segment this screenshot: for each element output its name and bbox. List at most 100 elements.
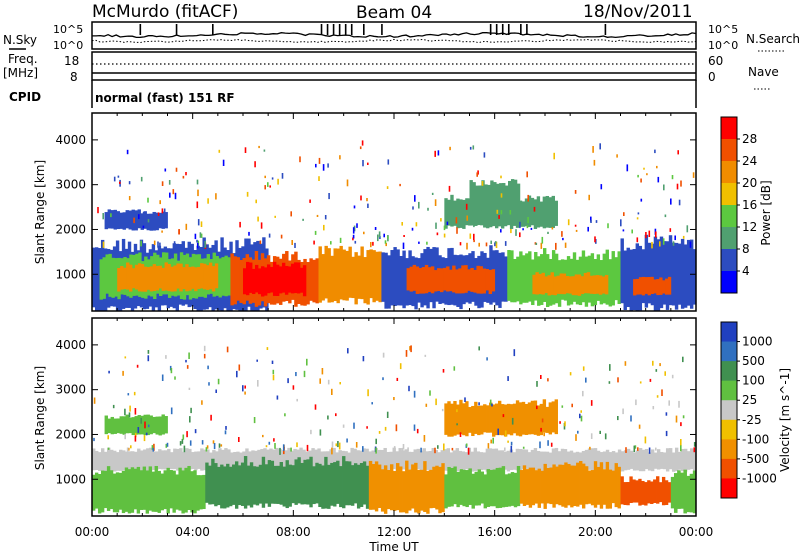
velocity-band-cell-2: [217, 466, 221, 506]
velocity-band-cell-0: [455, 448, 459, 472]
x-tick-label: 16:00: [477, 525, 512, 539]
velocity-bands: [92, 399, 697, 514]
velocity-band-cell-8: [506, 403, 511, 435]
power-speckle: [399, 183, 401, 187]
velocity-band-cell-0: [515, 448, 520, 471]
power-speckle: [140, 240, 142, 247]
velocity-band-cell-0: [137, 448, 141, 471]
power-speckle: [682, 235, 685, 239]
velocity-speckle: [107, 435, 109, 440]
velocity-speckle: [201, 440, 204, 445]
velocity-speckle: [134, 408, 137, 415]
power-speckle: [533, 206, 536, 212]
power-band-cell-12: [453, 200, 457, 226]
velocity-colorbar: 1000 500 100 25 -25 -100 -500 -1000: [720, 321, 777, 499]
velocity-speckle: [253, 417, 256, 424]
velocity-band-cell-8: [444, 403, 448, 435]
velocity-band-cell-4: [513, 472, 518, 508]
power-speckle: [379, 235, 381, 239]
velocity-band-cell-1: [154, 465, 158, 512]
power-speckle: [562, 237, 564, 241]
velocity-band-cell-0: [521, 449, 526, 469]
velocity-band-cell-5: [537, 468, 541, 508]
velocity-band-cell-5: [608, 469, 613, 509]
power-speckle: [362, 160, 364, 167]
power-band-cell-2: [208, 262, 213, 290]
power-speckle: [465, 203, 468, 210]
nave-label: Nave: [748, 65, 779, 79]
power-speckle: [469, 146, 472, 150]
velocity-band-cell-2: [270, 460, 275, 504]
velocity-band-cell-2: [330, 462, 334, 506]
power-speckle: [616, 154, 618, 158]
velocity-speckle: [536, 405, 538, 410]
velocity-band-cell-8: [497, 400, 502, 436]
power-colorbar-tick-label: 28: [742, 132, 757, 146]
velocity-speckle: [589, 446, 591, 450]
velocity-band-cell-0: [425, 451, 429, 470]
velocity-band-cell-4: [462, 469, 466, 507]
velocity-band-cell-9: [116, 418, 120, 434]
velocity-band-cell-0: [119, 449, 123, 471]
velocity-band-cell-0: [437, 452, 441, 472]
power-speckle: [178, 229, 180, 235]
velocity-band-cell-1: [127, 469, 132, 514]
velocity-speckle: [236, 370, 238, 378]
x-tick-label: 04:00: [175, 525, 210, 539]
power-speckle: [277, 178, 279, 185]
velocity-speckle: [140, 417, 142, 424]
velocity-band-cell-2: [333, 462, 337, 507]
power-speckle: [377, 234, 379, 242]
velocity-band-cell-2: [345, 461, 349, 506]
power-speckle: [472, 145, 475, 150]
velocity-speckle: [609, 364, 611, 371]
velocity-speckle: [429, 390, 431, 396]
power-speckle: [672, 241, 675, 246]
power-speckle: [140, 176, 143, 182]
velocity-ytick-label: 1000: [55, 472, 86, 486]
velocity-speckle: [451, 447, 454, 451]
power-band-cell-7: [479, 266, 483, 294]
velocity-band-cell-3: [374, 461, 379, 512]
velocity-speckle: [206, 445, 209, 449]
power-speckle: [590, 216, 592, 222]
velocity-speckle: [510, 441, 513, 446]
power-band-cell-9: [577, 274, 582, 296]
power-speckle: [372, 241, 374, 246]
velocity-band-cell-1: [142, 466, 147, 510]
power-band-cell-8: [510, 250, 514, 303]
power-band-cell-5: [351, 256, 355, 299]
power-speckle: [426, 241, 428, 245]
velocity-band-cell-8: [462, 403, 466, 436]
power-band-cell-12: [539, 201, 544, 227]
power-band-cell-4: [275, 264, 280, 296]
power-band-cell-8: [617, 251, 621, 304]
velocity-speckle: [310, 429, 312, 435]
power-band-cell-2: [205, 265, 210, 290]
velocity-speckle: [682, 356, 684, 363]
velocity-band-cell-3: [411, 464, 415, 509]
velocity-speckle: [124, 433, 126, 440]
power-speckle: [600, 184, 603, 190]
power-speckle: [339, 237, 342, 243]
velocity-speckle: [147, 424, 150, 428]
velocity-colorbar-tick-label: 1000: [742, 335, 773, 349]
power-speckle: [434, 199, 437, 206]
velocity-band-cell-0: [113, 450, 117, 472]
velocity-band-cell-0: [479, 452, 484, 471]
velocity-band-cell-8: [524, 403, 529, 435]
power-band-cell-2: [200, 263, 204, 289]
power-band-cell-11: [667, 276, 672, 295]
velocity-band-cell-0: [191, 452, 195, 470]
velocity-speckle: [604, 433, 607, 440]
power-speckle: [359, 146, 362, 150]
velocity-band-cell-9: [152, 416, 156, 434]
velocity-band-cell-0: [533, 448, 538, 471]
power-speckle: [485, 242, 488, 247]
velocity-speckle: [393, 446, 396, 449]
velocity-band-cell-2: [350, 465, 355, 506]
velocity-colorbar-tick-label: 100: [742, 374, 765, 388]
velocity-band-cell-0: [395, 451, 399, 472]
velocity-speckle: [569, 372, 572, 376]
velocity-speckle: [655, 369, 658, 372]
